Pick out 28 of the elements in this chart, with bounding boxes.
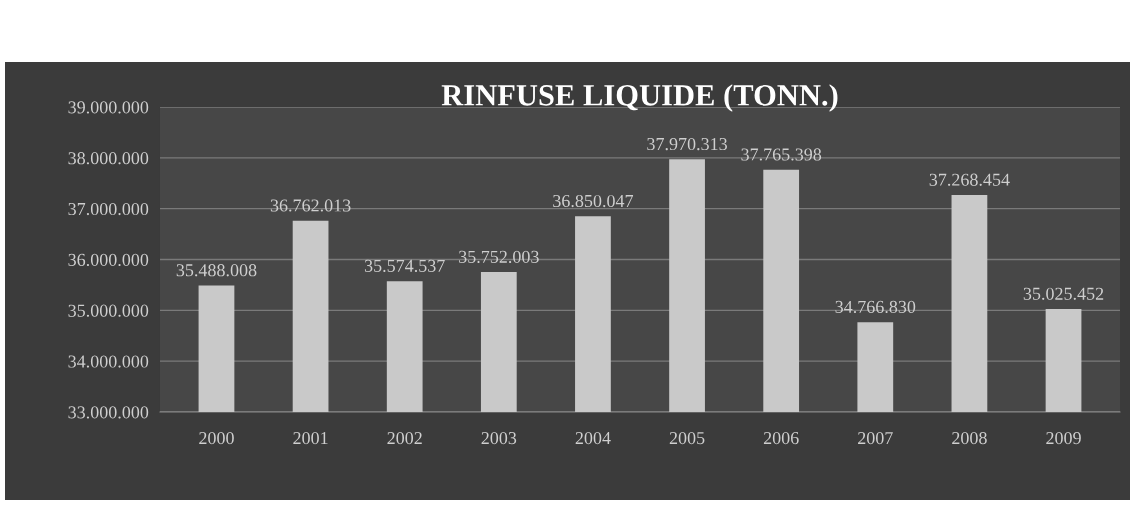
x-tick-label: 2001 [293,431,328,445]
data-label: 37.765.398 [741,148,822,161]
data-label: 36.762.013 [270,199,351,212]
x-tick-label: 2002 [387,431,422,445]
y-tick-label: 39.000.000 [68,101,149,114]
data-label: 35.025.452 [1023,287,1104,300]
data-label: 35.752.003 [459,250,539,263]
y-tick-label: 38.000.000 [68,152,149,165]
chart-title: RINFUSE LIQUIDE (TONN.) [441,84,838,112]
data-label: 34.766.830 [835,300,916,314]
x-tick-label: 2005 [669,431,705,445]
y-tick-label: 34.000.000 [68,355,149,368]
x-tick-label: 2006 [763,431,799,445]
y-tick-label: 36.000.000 [68,253,149,267]
x-tick-label: 2008 [952,431,987,445]
x-tick-label: 2000 [199,431,234,445]
data-label: 35.574.537 [364,259,445,272]
y-tick-label: 35.000.000 [68,304,149,317]
data-label: 35.488.008 [176,264,257,277]
data-label: 36.850.047 [553,194,634,208]
y-tick-label: 37.000.000 [68,202,149,216]
x-tick-label: 2007 [858,431,893,445]
x-tick-label: 2003 [481,431,517,445]
data-label: 37.970.313 [647,137,727,151]
y-tick-label: 33.000.000 [68,406,149,419]
data-label: 37.268.454 [929,173,1010,186]
x-tick-label: 2004 [575,431,611,445]
x-tick-label: 2009 [1046,431,1081,445]
